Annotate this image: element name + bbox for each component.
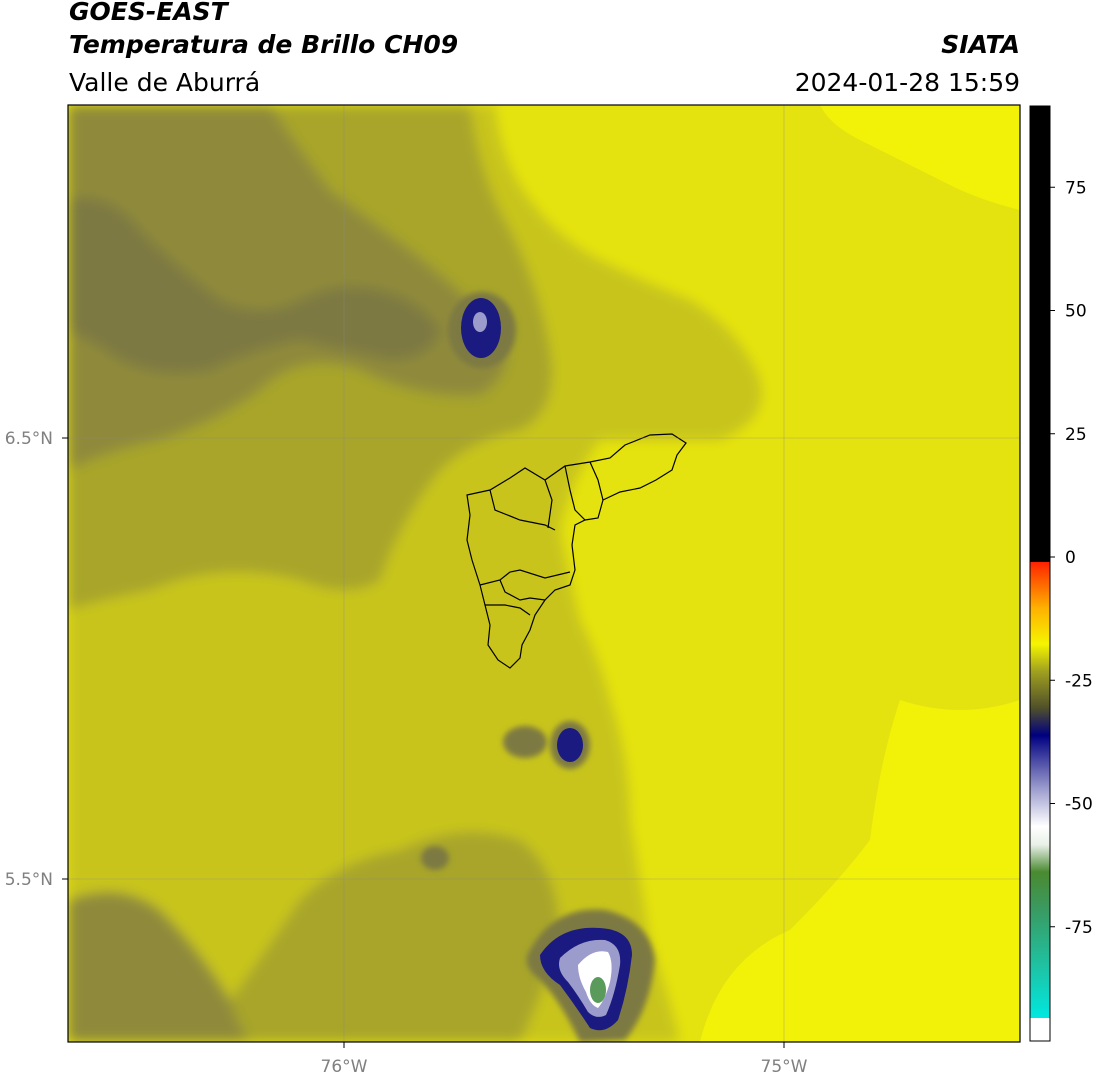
cloud-south	[526, 909, 655, 1042]
colorbar-tick-label: 50	[1065, 302, 1087, 322]
boundary-line-5	[479, 569, 571, 586]
map-frame	[67, 104, 1021, 1043]
agency-title: SIATA	[941, 30, 1020, 59]
grey-olive-region	[68, 198, 440, 374]
cloud-central	[503, 721, 590, 769]
colorbar-tick-label: 25	[1065, 425, 1087, 445]
boundary-line-6	[499, 579, 546, 601]
bright-yellow-region-ne	[820, 105, 1020, 210]
lon-tick-label: 75°W	[761, 1057, 808, 1077]
region-title: Valle de Aburrá	[69, 68, 261, 97]
axis-ticks: 76°W 75°W 6.5°N 5.5°N	[5, 429, 808, 1077]
lon-tick-label: 76°W	[321, 1057, 368, 1077]
boundary-line-7	[485, 604, 531, 616]
boundary-outline	[466, 433, 687, 669]
colorbar-tick-label: -25	[1065, 671, 1093, 691]
boundary-line-2	[544, 479, 553, 529]
colorbar-tick-label: -75	[1065, 918, 1093, 938]
boundary-line-3	[564, 465, 586, 521]
satellite-title: GOES-EAST	[69, 0, 228, 26]
cloud-north	[448, 292, 516, 368]
colorbar: 75 50 25 0 -25 -50 -75	[1029, 105, 1093, 1042]
colorbar-tick-label: 75	[1065, 178, 1087, 198]
colorbar-gradient	[1030, 106, 1050, 1018]
map-area	[68, 105, 1020, 1042]
lat-tick-label: 5.5°N	[5, 870, 53, 890]
cloud-small	[421, 846, 449, 870]
bright-yellow-region-se	[700, 700, 1020, 1042]
datetime-title: 2024-01-28 15:59	[794, 68, 1020, 97]
colorbar-white-extension	[1030, 1018, 1050, 1041]
colorbar-ticks: 75 50 25 0 -25 -50 -75	[1050, 178, 1093, 938]
colorbar-frame	[1029, 105, 1051, 1042]
valle-aburra-boundaries	[466, 433, 687, 669]
colorbar-tick-label: -50	[1065, 795, 1093, 815]
boundary-line-4	[589, 461, 604, 501]
colorbar-tick-label: 0	[1065, 548, 1076, 568]
lat-tick-label: 6.5°N	[5, 429, 53, 449]
product-title: Temperatura de Brillo CH09	[69, 30, 459, 59]
